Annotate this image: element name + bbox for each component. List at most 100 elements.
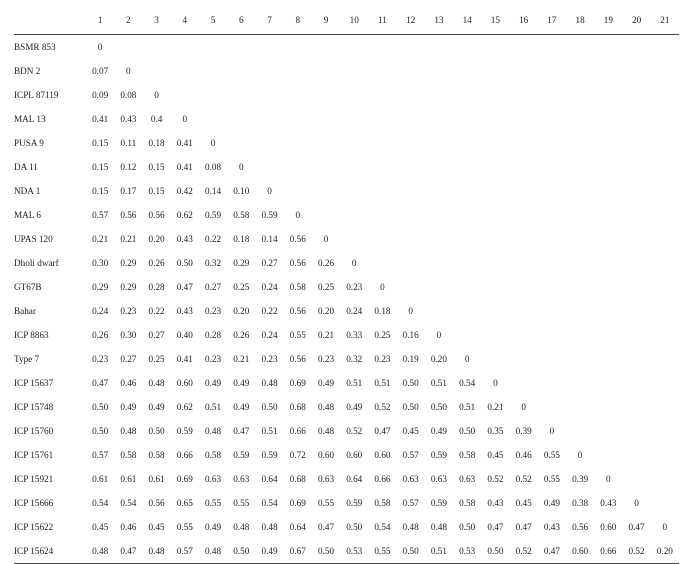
matrix-cell (510, 251, 538, 275)
matrix-cell: 0.58 (142, 443, 170, 467)
matrix-cell: 0.61 (142, 467, 170, 491)
matrix-cell: 0 (538, 419, 566, 443)
matrix-cell (340, 179, 368, 203)
matrix-cell: 0.47 (171, 275, 199, 299)
matrix-cell (425, 83, 453, 107)
matrix-cell: 0.48 (86, 539, 114, 564)
matrix-cell: 0 (594, 467, 622, 491)
matrix-cell: 0.43 (114, 107, 142, 131)
matrix-cell: 0.50 (86, 419, 114, 443)
matrix-cell (622, 443, 650, 467)
matrix-cell (425, 251, 453, 275)
matrix-cell: 0.66 (171, 443, 199, 467)
matrix-cell (538, 107, 566, 131)
matrix-cell: 0.55 (538, 467, 566, 491)
matrix-cell (651, 347, 679, 371)
matrix-cell (510, 275, 538, 299)
col-header: 17 (538, 6, 566, 35)
matrix-cell: 0.20 (227, 299, 255, 323)
col-header: 12 (397, 6, 425, 35)
matrix-cell: 0.46 (114, 371, 142, 395)
matrix-cell (227, 107, 255, 131)
matrix-cell: 0.10 (227, 179, 255, 203)
matrix-cell (284, 35, 312, 60)
matrix-cell: 0.52 (510, 539, 538, 564)
matrix-cell: 0.46 (114, 515, 142, 539)
matrix-cell: 0.41 (171, 347, 199, 371)
matrix-cell: 0.25 (142, 347, 170, 371)
matrix-cell (312, 131, 340, 155)
matrix-cell (622, 419, 650, 443)
matrix-cell (340, 59, 368, 83)
matrix-cell (425, 155, 453, 179)
matrix-cell (594, 299, 622, 323)
matrix-cell: 0.08 (114, 83, 142, 107)
matrix-cell (566, 107, 594, 131)
col-header: 4 (171, 6, 199, 35)
matrix-cell: 0.69 (171, 467, 199, 491)
row-name: Bahar (14, 299, 86, 323)
matrix-cell: 0.49 (425, 419, 453, 443)
matrix-cell: 0 (86, 35, 114, 60)
matrix-cell: 0.29 (114, 251, 142, 275)
matrix-cell: 0 (651, 515, 679, 539)
matrix-cell (453, 275, 481, 299)
matrix-cell: 0.23 (114, 299, 142, 323)
matrix-cell (453, 107, 481, 131)
matrix-cell (510, 347, 538, 371)
matrix-cell: 0.23 (199, 347, 227, 371)
matrix-cell (622, 227, 650, 251)
matrix-cell (651, 395, 679, 419)
matrix-cell: 0.49 (227, 371, 255, 395)
matrix-cell: 0.33 (340, 323, 368, 347)
matrix-cell: 0.47 (510, 515, 538, 539)
matrix-cell (538, 35, 566, 60)
matrix-cell (622, 203, 650, 227)
matrix-cell (538, 395, 566, 419)
matrix-cell (622, 83, 650, 107)
header-blank (14, 6, 86, 35)
matrix-cell: 0 (510, 395, 538, 419)
matrix-cell: 0.29 (114, 275, 142, 299)
matrix-cell: 0.60 (368, 443, 396, 467)
row-name: ICP 8863 (14, 323, 86, 347)
matrix-cell: 0.23 (255, 347, 283, 371)
matrix-cell: 0.54 (368, 515, 396, 539)
matrix-cell: 0.32 (340, 347, 368, 371)
matrix-cell: 0.49 (340, 395, 368, 419)
matrix-cell: 0.09 (86, 83, 114, 107)
matrix-cell: 0.20 (312, 299, 340, 323)
matrix-cell: 0.55 (368, 539, 396, 564)
matrix-cell (566, 227, 594, 251)
row-name: ICP 15761 (14, 443, 86, 467)
matrix-cell: 0.51 (199, 395, 227, 419)
matrix-cell (510, 155, 538, 179)
row-name: MAL 6 (14, 203, 86, 227)
matrix-cell: 0.27 (142, 323, 170, 347)
matrix-cell (453, 203, 481, 227)
matrix-cell (538, 155, 566, 179)
matrix-cell (510, 131, 538, 155)
matrix-cell: 0.07 (86, 59, 114, 83)
matrix-cell (566, 275, 594, 299)
matrix-cell: 0.35 (481, 419, 509, 443)
matrix-cell (397, 251, 425, 275)
matrix-cell (622, 299, 650, 323)
matrix-cell: 0.50 (397, 371, 425, 395)
matrix-cell (594, 323, 622, 347)
matrix-cell (142, 35, 170, 60)
matrix-cell (651, 275, 679, 299)
matrix-cell (199, 35, 227, 60)
matrix-cell: 0.55 (227, 491, 255, 515)
matrix-cell (594, 251, 622, 275)
col-header: 2 (114, 6, 142, 35)
matrix-cell: 0.55 (171, 515, 199, 539)
matrix-cell: 0.20 (425, 347, 453, 371)
matrix-cell: 0.55 (312, 491, 340, 515)
matrix-cell (538, 299, 566, 323)
matrix-cell (510, 59, 538, 83)
col-header: 1 (86, 6, 114, 35)
matrix-cell (368, 83, 396, 107)
matrix-cell: 0.51 (425, 539, 453, 564)
matrix-cell: 0.47 (227, 419, 255, 443)
